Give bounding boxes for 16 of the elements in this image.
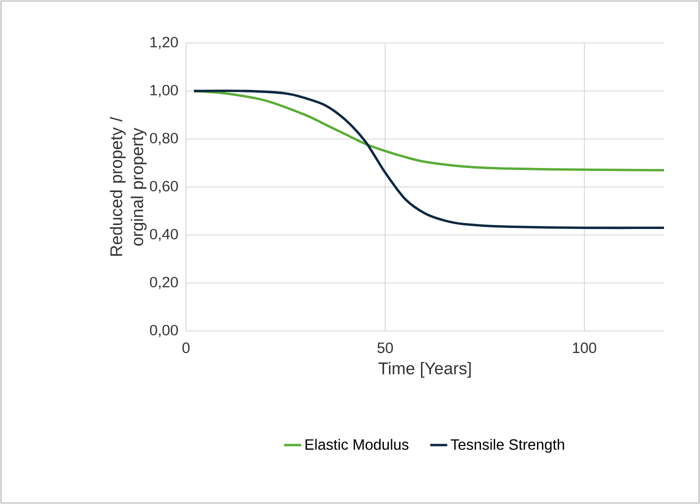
legend-label: Tesnsile Strength: [450, 438, 564, 453]
x-axis-title: Time [Years]: [378, 362, 471, 378]
x-tick-label: 0: [182, 342, 190, 354]
y-tick-label: 1,00: [150, 84, 178, 98]
y-tick-label: 0,80: [150, 132, 178, 146]
y-tick-label: 0,00: [150, 324, 178, 338]
x-tick-label: 100: [573, 342, 596, 354]
y-tick-label: 0,40: [150, 228, 178, 242]
line-series: [192, 90, 664, 172]
y-tick-label: 0,20: [150, 276, 178, 290]
y-tick-label: 1,20: [150, 36, 178, 50]
legend-label: Elastic Modulus: [306, 438, 408, 450]
line-series: [192, 90, 664, 230]
x-tick-label: 50: [377, 342, 393, 354]
y-tick-label: 0,60: [150, 180, 178, 194]
y-axis-title: Reduced propety / orginal property: [110, 116, 147, 256]
